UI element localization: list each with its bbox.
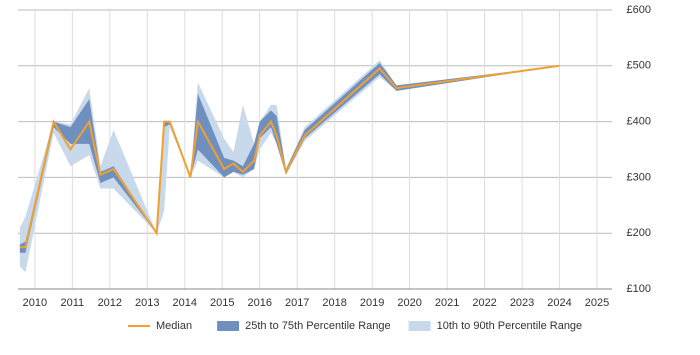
legend-swatch <box>217 321 240 331</box>
y-tick-label: £600 <box>627 4 651 16</box>
x-tick-label: 2013 <box>135 297 159 309</box>
x-tick-label: 2024 <box>547 297 571 309</box>
y-tick-label: £400 <box>627 116 651 128</box>
y-tick-label: £500 <box>627 60 651 72</box>
x-tick-label: 2023 <box>510 297 534 309</box>
y-tick-label: £100 <box>627 283 651 295</box>
x-tick-label: 2012 <box>98 297 122 309</box>
x-tick-label: 2010 <box>23 297 47 309</box>
x-tick-label: 2014 <box>173 297 197 309</box>
x-tick-label: 2017 <box>285 297 309 309</box>
legend-label: 25th to 75th Percentile Range <box>245 320 391 332</box>
x-tick-label: 2016 <box>247 297 271 309</box>
x-tick-label: 2018 <box>322 297 346 309</box>
x-tick-label: 2015 <box>210 297 234 309</box>
x-tick-label: 2021 <box>435 297 459 309</box>
x-tick-label: 2011 <box>61 297 85 309</box>
legend-label: Median <box>156 320 192 332</box>
legend-label: 10th to 90th Percentile Range <box>437 320 583 332</box>
y-tick-label: £200 <box>627 227 651 239</box>
x-tick-label: 2022 <box>472 297 496 309</box>
y-tick-label: £300 <box>627 171 651 183</box>
x-tick-label: 2019 <box>360 297 384 309</box>
median-line <box>19 64 560 249</box>
legend-swatch <box>408 321 431 331</box>
x-tick-label: 2020 <box>397 297 421 309</box>
x-tick-label: 2025 <box>585 297 609 309</box>
